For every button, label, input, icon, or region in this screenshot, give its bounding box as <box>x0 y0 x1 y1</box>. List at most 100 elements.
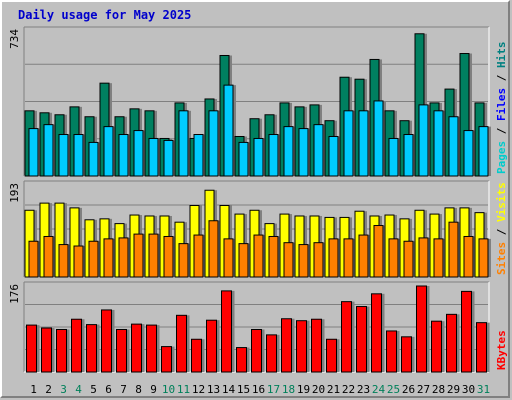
bar-kbytes-day-19 <box>296 320 307 373</box>
bar-sites-day-24 <box>373 225 384 278</box>
x-tick-label-day-29: 29 <box>447 383 460 396</box>
bar-sites-day-8 <box>133 233 144 278</box>
bar-files-day-29 <box>448 116 459 177</box>
bar-files-day-9 <box>148 137 159 177</box>
bar-files-day-31 <box>478 126 489 177</box>
bar-sites-day-15 <box>238 243 249 278</box>
x-tick-label-day-11: 11 <box>177 383 190 396</box>
x-tick-label-day-1: 1 <box>30 383 37 396</box>
bar-kbytes-day-30 <box>461 290 472 373</box>
bar-kbytes-day-22 <box>341 301 352 373</box>
bar-files-day-18 <box>283 126 294 177</box>
bar-sites-day-18 <box>283 242 294 278</box>
bar-files-day-1 <box>28 128 39 177</box>
bar-kbytes-day-2 <box>41 327 52 373</box>
bar-kbytes-day-9 <box>146 324 157 373</box>
bar-kbytes-day-29 <box>446 313 457 373</box>
bar-kbytes-day-24 <box>371 293 382 373</box>
x-tick-label-day-30: 30 <box>462 383 475 396</box>
bar-kbytes-day-15 <box>236 347 247 373</box>
bar-sites-day-21 <box>328 238 339 278</box>
bar-kbytes-day-31 <box>476 322 487 373</box>
bar-sites-day-2 <box>43 235 54 278</box>
legend-separator: / <box>495 68 508 88</box>
bar-files-day-20 <box>313 124 324 177</box>
bar-files-day-5 <box>88 141 99 177</box>
x-tick-label-day-28: 28 <box>432 383 445 396</box>
bar-files-day-14 <box>223 84 234 177</box>
bar-sites-day-17 <box>268 235 279 278</box>
bar-files-day-28 <box>433 110 444 177</box>
bar-files-day-26 <box>403 134 414 177</box>
bar-files-day-2 <box>43 124 54 177</box>
bar-files-day-13 <box>208 110 219 177</box>
x-tick-label-day-12: 12 <box>192 383 205 396</box>
bar-files-day-12 <box>193 134 204 177</box>
legend-entry-hits: Hits <box>495 42 508 69</box>
bar-files-day-10 <box>163 139 174 177</box>
x-tick-label-day-9: 9 <box>150 383 157 396</box>
bar-kbytes-day-23 <box>356 306 367 373</box>
panel-2-legend: Sites / Visits <box>495 182 508 275</box>
bar-files-day-23 <box>358 110 369 177</box>
bar-sites-day-5 <box>88 240 99 278</box>
x-tick-label-day-6: 6 <box>105 383 112 396</box>
panel-3-legend: KBytes <box>495 330 508 370</box>
x-tick-label-day-3: 3 <box>60 383 67 396</box>
legend-separator: / <box>495 121 508 141</box>
bar-files-day-8 <box>133 130 144 177</box>
bar-kbytes-day-3 <box>56 328 67 373</box>
bar-sites-day-27 <box>418 237 429 278</box>
bar-sites-day-11 <box>178 243 189 278</box>
bar-sites-day-29 <box>448 221 459 278</box>
bar-files-day-6 <box>103 126 114 177</box>
legend-separator: / <box>495 222 508 242</box>
x-tick-label-day-7: 7 <box>120 383 127 396</box>
bar-sites-day-9 <box>148 233 159 278</box>
x-tick-label-day-2: 2 <box>45 383 52 396</box>
bar-kbytes-day-1 <box>26 324 37 373</box>
bar-sites-day-4 <box>73 245 84 278</box>
legend-entry-sites: Sites <box>495 242 508 275</box>
panel-1-ymax-label: 734 <box>8 29 21 49</box>
x-tick-label-day-24: 24 <box>372 383 386 396</box>
x-tick-label-day-20: 20 <box>312 383 325 396</box>
bar-kbytes-day-7 <box>116 328 127 373</box>
bar-sites-day-26 <box>403 240 414 278</box>
bar-kbytes-day-28 <box>431 320 442 373</box>
bar-kbytes-day-21 <box>326 338 337 373</box>
bar-kbytes-day-5 <box>86 324 97 373</box>
legend-entry-files: Files <box>495 88 508 121</box>
bar-kbytes-day-25 <box>386 330 397 373</box>
bar-kbytes-day-17 <box>266 334 277 373</box>
bar-kbytes-day-6 <box>101 309 112 373</box>
bar-kbytes-day-11 <box>176 314 187 373</box>
bar-files-day-4 <box>73 134 84 177</box>
chart-title: Daily usage for May 2025 <box>18 8 192 22</box>
bar-sites-day-16 <box>253 234 264 278</box>
x-tick-label-day-22: 22 <box>342 383 355 396</box>
bar-sites-day-12 <box>193 234 204 278</box>
bar-kbytes-day-10 <box>161 346 172 373</box>
x-tick-label-day-19: 19 <box>297 383 310 396</box>
bar-files-day-21 <box>328 135 339 177</box>
x-tick-label-day-25: 25 <box>387 383 400 396</box>
bar-sites-day-3 <box>58 244 69 278</box>
bar-files-day-27 <box>418 104 429 177</box>
bar-kbytes-day-27 <box>416 285 427 373</box>
bar-sites-day-20 <box>313 242 324 278</box>
bar-kbytes-day-26 <box>401 336 412 373</box>
bar-sites-day-30 <box>463 235 474 278</box>
bar-sites-day-28 <box>433 238 444 278</box>
x-tick-label-day-13: 13 <box>207 383 220 396</box>
bar-kbytes-day-4 <box>71 318 82 373</box>
bar-files-day-30 <box>463 130 474 177</box>
bar-kbytes-day-12 <box>191 338 202 373</box>
bar-kbytes-day-14 <box>221 290 232 373</box>
bar-files-day-17 <box>268 134 279 177</box>
bar-sites-day-1 <box>28 240 39 278</box>
x-tick-label-day-4: 4 <box>75 383 82 396</box>
panel-3-ymax-label: 176 <box>8 284 21 304</box>
